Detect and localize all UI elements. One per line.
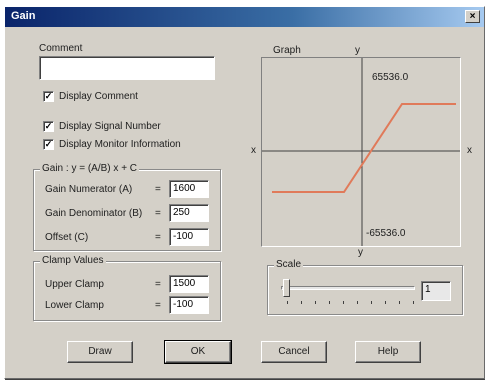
offset-input[interactable]: -100	[169, 228, 209, 246]
clamp-group-label: Clamp Values	[40, 255, 106, 266]
display-comment-label: Display Comment	[59, 91, 138, 102]
scale-tick	[329, 301, 330, 304]
draw-button[interactable]: Draw	[67, 341, 133, 363]
gain-dialog: Gain × Comment ✓ Display Comment ✓ Displ…	[4, 6, 485, 379]
scale-tick	[301, 301, 302, 304]
scale-group-label: Scale	[274, 259, 304, 270]
lower-clamp-input[interactable]: -100	[169, 296, 209, 314]
gain-group-label: Gain : y = (A/B) x + C	[40, 163, 140, 174]
gain-groupbox: Gain : y = (A/B) x + C	[33, 163, 221, 251]
ok-button[interactable]: OK	[164, 340, 232, 364]
display-signal-number-checkbox[interactable]: ✓	[43, 121, 54, 132]
graph-max-label: 65536.0	[372, 72, 409, 83]
scale-tick	[399, 301, 400, 304]
scale-tick	[287, 301, 288, 304]
help-button[interactable]: Help	[355, 341, 421, 363]
scale-tick	[315, 301, 316, 304]
display-monitor-information-checkbox[interactable]: ✓	[43, 139, 54, 150]
lower-clamp-eq: =	[155, 300, 161, 311]
display-comment-checkbox[interactable]: ✓	[43, 91, 54, 102]
gain-denominator-input[interactable]: 250	[169, 204, 209, 222]
scale-slider-track[interactable]	[281, 286, 415, 290]
upper-clamp-label: Upper Clamp	[45, 279, 104, 290]
comment-label: Comment	[39, 43, 83, 54]
display-signal-number-label: Display Signal Number	[59, 121, 161, 132]
scale-value-field[interactable]: 1	[421, 281, 451, 301]
scale-tick	[343, 301, 344, 304]
graph-x-left-label: x	[251, 145, 256, 156]
graph-area: 65536.0 -65536.0	[261, 57, 461, 247]
scale-tick	[357, 301, 358, 304]
scale-slider-thumb[interactable]	[283, 279, 290, 297]
graph-min-label: -65536.0	[366, 228, 406, 239]
scale-tick	[371, 301, 372, 304]
gain-denominator-label: Gain Denominator (B)	[45, 208, 143, 219]
window-title: Gain	[11, 10, 36, 22]
scale-groupbox: Scale	[267, 259, 463, 315]
upper-clamp-input[interactable]: 1500	[169, 275, 209, 293]
graph-y-top-label: y	[355, 45, 360, 56]
scale-tick	[385, 301, 386, 304]
gain-transfer-curve	[272, 103, 456, 193]
offset-label: Offset (C)	[45, 232, 89, 243]
display-monitor-information-label: Display Monitor Information	[59, 139, 181, 150]
title-bar: Gain ×	[5, 7, 484, 27]
graph-label: Graph	[273, 45, 301, 56]
lower-clamp-label: Lower Clamp	[45, 300, 104, 311]
close-button[interactable]: ×	[465, 10, 480, 23]
gain-denominator-eq: =	[155, 208, 161, 219]
gain-numerator-eq: =	[155, 184, 161, 195]
upper-clamp-eq: =	[155, 279, 161, 290]
scale-tick	[413, 301, 414, 304]
graph-svg	[262, 58, 460, 246]
gain-numerator-input[interactable]: 1600	[169, 180, 209, 198]
graph-y-bottom-label: y	[358, 247, 363, 258]
graph-x-right-label: x	[467, 145, 472, 156]
comment-input[interactable]	[39, 56, 215, 80]
cancel-button[interactable]: Cancel	[261, 341, 327, 363]
clamp-groupbox: Clamp Values	[33, 255, 221, 321]
gain-numerator-label: Gain Numerator (A)	[45, 184, 133, 195]
offset-eq: =	[155, 232, 161, 243]
